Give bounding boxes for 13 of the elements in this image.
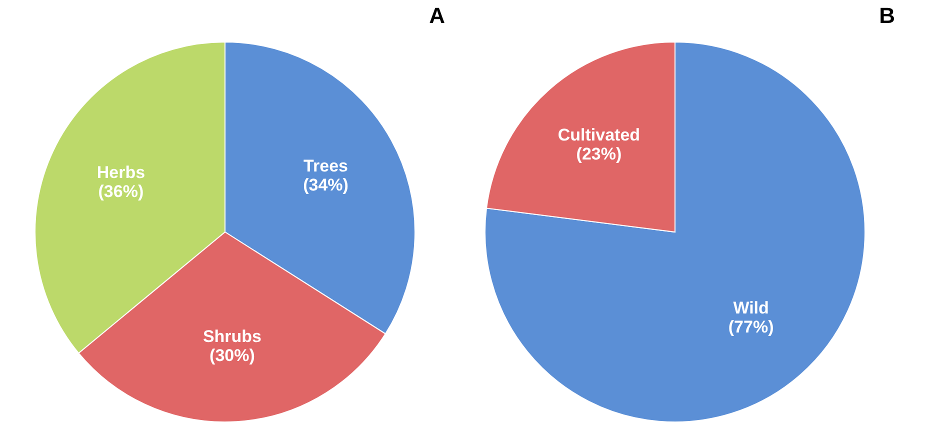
data-label: (36%) [98, 182, 144, 202]
slice-label: Cultivated [558, 126, 640, 145]
data-label: (30%) [210, 346, 255, 365]
chart-title: B [879, 3, 895, 28]
data-label: (77%) [728, 317, 774, 336]
slice-label: Trees [304, 156, 348, 176]
pie-slice [484, 42, 866, 422]
chart-title: A [429, 3, 446, 28]
slice-label: Herbs [96, 163, 146, 182]
data-label: (34%) [303, 176, 348, 195]
data-label: (23%) [576, 144, 622, 164]
slice-label: Shrubs [202, 326, 262, 346]
slice-label: Wild [733, 298, 769, 318]
